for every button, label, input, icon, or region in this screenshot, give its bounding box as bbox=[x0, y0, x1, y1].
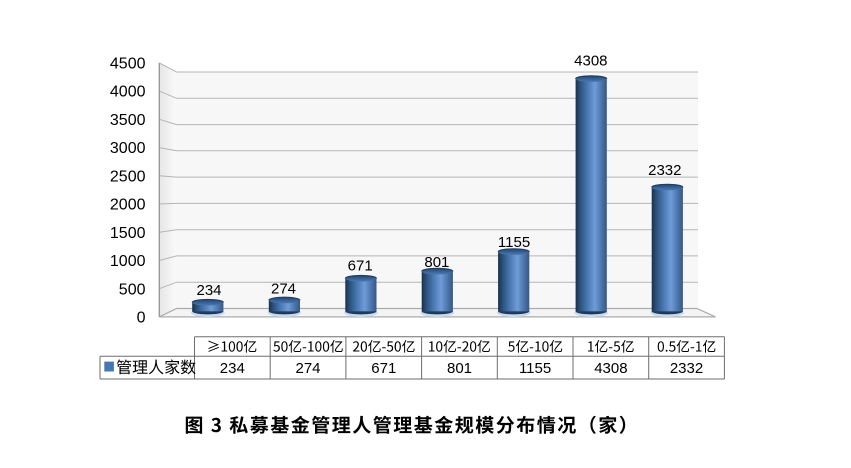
svg-text:2500: 2500 bbox=[110, 168, 146, 185]
svg-text:4308: 4308 bbox=[594, 360, 627, 377]
svg-text:1155: 1155 bbox=[498, 234, 530, 251]
svg-text:4000: 4000 bbox=[110, 84, 146, 101]
svg-text:2000: 2000 bbox=[110, 197, 146, 214]
svg-text:671: 671 bbox=[348, 258, 373, 275]
svg-text:1500: 1500 bbox=[110, 225, 146, 242]
svg-text:4500: 4500 bbox=[110, 56, 146, 73]
svg-text:274: 274 bbox=[295, 360, 320, 377]
svg-text:274: 274 bbox=[271, 281, 296, 298]
svg-text:3000: 3000 bbox=[110, 140, 146, 157]
svg-text:671: 671 bbox=[371, 360, 396, 377]
svg-text:234: 234 bbox=[220, 360, 245, 377]
svg-text:1155: 1155 bbox=[519, 360, 551, 377]
svg-text:234: 234 bbox=[196, 282, 221, 299]
svg-text:0: 0 bbox=[137, 310, 146, 327]
svg-text:2332: 2332 bbox=[648, 162, 681, 179]
svg-text:2332: 2332 bbox=[670, 360, 703, 377]
svg-text:801: 801 bbox=[447, 360, 472, 377]
svg-text:1000: 1000 bbox=[110, 253, 146, 270]
svg-text:500: 500 bbox=[119, 281, 146, 298]
svg-text:4308: 4308 bbox=[574, 53, 607, 70]
svg-text:3500: 3500 bbox=[110, 112, 146, 129]
svg-text:801: 801 bbox=[424, 254, 449, 271]
